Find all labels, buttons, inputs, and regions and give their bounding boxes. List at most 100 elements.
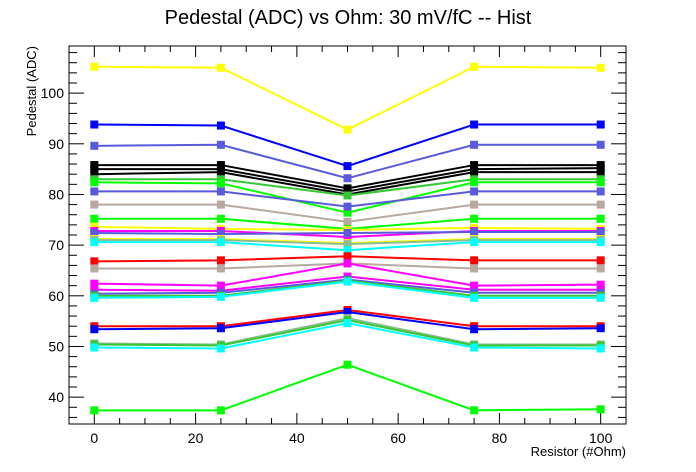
data-point [470,406,479,415]
series-group [90,62,605,415]
x-tick-label: 80 [492,430,508,446]
data-point [343,360,352,369]
data-point [596,264,605,273]
series-14 [90,227,605,238]
data-point [343,246,352,255]
data-point [343,240,352,249]
x-axis: 0 20 40 60 80 100 [68,46,627,446]
data-point [343,174,352,183]
data-point [596,293,605,302]
data-point [216,281,225,290]
series-17 [90,238,605,255]
data-point [470,187,479,196]
series-3 [90,140,605,183]
data-point [216,175,225,184]
data-point [470,161,479,170]
series-30 [90,360,605,415]
data-point [596,256,605,265]
y-tick-label: 60 [48,288,64,304]
data-point [90,228,99,237]
data-point [596,168,605,177]
y-tick-label: 40 [48,389,64,405]
data-point [90,161,99,170]
data-point [216,256,225,265]
series-18 [90,252,605,266]
data-point [216,264,225,273]
data-point [470,168,479,177]
data-point [470,140,479,149]
series-10 [90,200,605,226]
data-point [470,256,479,265]
data-point [216,179,225,188]
data-point [216,324,225,333]
series-2 [90,120,605,171]
data-point [216,200,225,209]
series-line [94,363,601,412]
chart-title: Pedestal (ADC) vs Ohm: 30 mV/fC -- Hist [165,7,532,29]
data-point [470,238,479,247]
y-tick-label: 90 [48,136,64,152]
series-9 [90,187,605,211]
data-point [470,325,479,334]
data-point [90,279,99,288]
data-point [343,191,352,200]
data-point [343,217,352,226]
data-point [343,162,352,171]
data-point [596,120,605,129]
data-point [90,285,99,294]
data-point [343,208,352,217]
data-point [90,165,99,174]
data-point [470,293,479,302]
x-tick-label: 20 [188,430,204,446]
data-point [343,277,352,286]
data-point [343,228,352,237]
data-point [596,164,605,173]
x-axis-label: Resistor (#Ohm) [531,444,626,459]
data-point [470,214,479,223]
x-tick-label: 40 [289,430,305,446]
data-point [343,308,352,317]
data-point [216,63,225,72]
data-point [343,252,352,261]
series-8 [90,178,605,217]
y-tick-label: 70 [48,237,64,253]
data-point [343,233,352,242]
data-point [216,214,225,223]
series-1 [90,62,605,134]
data-point [90,293,99,302]
data-point [470,264,479,273]
data-point [470,120,479,129]
data-point [596,63,605,72]
data-point [90,222,99,231]
data-point [470,62,479,71]
data-point [596,238,605,247]
data-point [596,200,605,209]
data-point [596,344,605,353]
y-tick-label: 100 [41,85,65,101]
data-point [90,214,99,223]
series-26 [90,308,605,334]
data-point [90,62,99,71]
data-point [216,121,225,130]
data-point [90,187,99,196]
data-point [216,229,225,238]
data-point [470,227,479,236]
data-point [216,187,225,196]
data-point [470,281,479,290]
data-point [596,324,605,333]
data-point [216,292,225,301]
data-point [343,202,352,211]
data-point [90,178,99,187]
data-point [596,178,605,187]
data-point [596,227,605,236]
data-point [216,344,225,353]
x-tick-label: 100 [589,430,613,446]
data-point [90,141,99,150]
x-tick-label: 0 [90,430,98,446]
data-point [90,170,99,179]
data-point [90,406,99,415]
data-point [90,200,99,209]
data-point [90,257,99,266]
series-20 [90,259,605,290]
